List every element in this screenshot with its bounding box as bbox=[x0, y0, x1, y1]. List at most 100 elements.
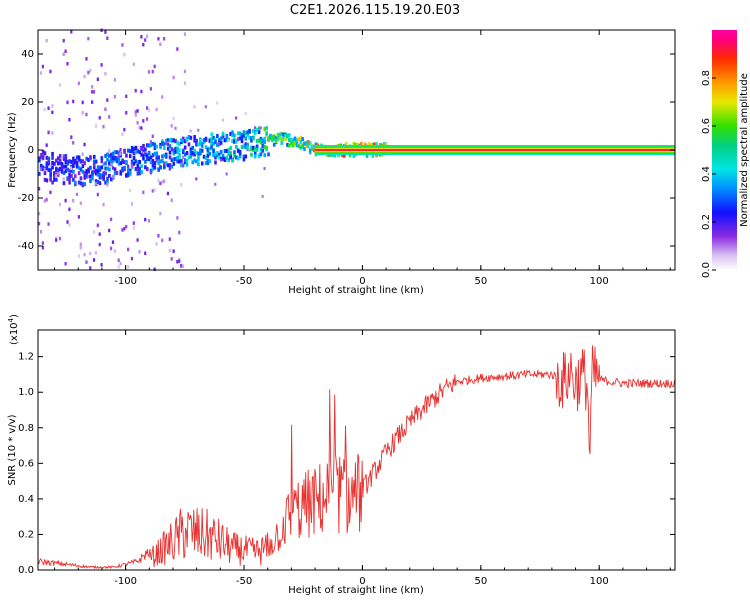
spectrogram-cell bbox=[208, 146, 212, 151]
spectrogram-cell bbox=[189, 147, 193, 152]
spectrogram-cell bbox=[119, 171, 123, 176]
spectrogram-cell bbox=[261, 148, 265, 153]
spectrogram-cell bbox=[200, 148, 204, 153]
spectrogram-noise bbox=[49, 190, 52, 195]
spectrogram-cell bbox=[307, 144, 310, 149]
spectrogram-noise bbox=[38, 221, 41, 226]
spectrogram-cell bbox=[55, 171, 58, 176]
spectrogram-cell bbox=[191, 150, 195, 155]
spectrogram-cell bbox=[157, 161, 160, 166]
spectrogram-cell bbox=[187, 135, 191, 140]
spectrogram-noise bbox=[87, 174, 90, 179]
spectrogram-cell bbox=[39, 153, 43, 158]
y-tick-label: 40 bbox=[21, 49, 34, 60]
spectrogram-cells bbox=[38, 28, 675, 272]
spectrogram-noise bbox=[109, 162, 113, 167]
spectrogram-noise bbox=[91, 85, 94, 89]
spectrogram-cell bbox=[127, 173, 130, 178]
spectrogram-cell bbox=[38, 171, 41, 176]
spectrogram-cell bbox=[301, 137, 304, 142]
spectrogram-cell bbox=[106, 152, 109, 157]
spectrogram-cell bbox=[216, 153, 219, 158]
spectrogram-cell bbox=[51, 151, 54, 156]
spectrogram-cell bbox=[282, 136, 285, 141]
spectrogram-cell bbox=[109, 156, 113, 161]
spectrogram-noise bbox=[155, 242, 158, 246]
spectrogram-cell bbox=[125, 159, 128, 164]
spectrogram-noise bbox=[157, 178, 160, 183]
spectrogram-cell bbox=[108, 167, 111, 172]
spectrogram-cell bbox=[373, 142, 376, 147]
spectrogram-noise bbox=[142, 119, 145, 123]
spectrogram-cell bbox=[153, 142, 157, 147]
spectrogram-cell bbox=[221, 156, 225, 161]
spectrogram-cell bbox=[142, 143, 145, 148]
spectrogram-cell bbox=[138, 168, 142, 173]
spectrogram-cell bbox=[104, 180, 107, 185]
spectrogram-cell bbox=[265, 131, 268, 136]
spectrogram-noise bbox=[102, 162, 105, 167]
spectrogram-noise bbox=[113, 94, 116, 99]
spectrogram-cell bbox=[145, 153, 149, 158]
spectrogram-cell bbox=[151, 163, 155, 168]
spectrogram-noise bbox=[138, 249, 141, 254]
spectrogram-cell bbox=[66, 167, 70, 172]
spectrogram-cell bbox=[259, 152, 263, 157]
spectrogram-noise bbox=[149, 170, 152, 175]
spectrogram-cell bbox=[89, 179, 92, 184]
spectrogram-noise bbox=[94, 251, 98, 255]
spectrogram-cell bbox=[280, 140, 284, 145]
spectrogram-noise bbox=[204, 105, 207, 109]
spectrogram-noise bbox=[181, 164, 185, 168]
spectrogram-cell bbox=[289, 141, 293, 146]
spectrogram-cell bbox=[291, 143, 295, 148]
spectrogram-noise bbox=[62, 52, 65, 56]
spectrogram-cell bbox=[85, 156, 88, 161]
spectrogram-noise bbox=[70, 135, 73, 139]
spectrogram-cell bbox=[68, 173, 71, 178]
spectrogram-cell bbox=[85, 169, 88, 174]
spectrogram-cell bbox=[132, 147, 136, 152]
spectrogram-cell bbox=[155, 156, 159, 161]
spectrogram-noise bbox=[195, 177, 198, 181]
spectrogram-cell bbox=[108, 153, 111, 158]
spectrogram-cell bbox=[250, 147, 253, 152]
spectrogram-cell bbox=[96, 169, 100, 174]
spectrogram-noise bbox=[121, 43, 124, 47]
spectrogram-cell bbox=[75, 155, 79, 160]
spectrogram-cell bbox=[181, 136, 185, 141]
spectrogram-noise bbox=[170, 257, 173, 261]
x-tick-label: -50 bbox=[236, 576, 252, 587]
spectrogram-cell bbox=[200, 142, 204, 147]
spectrogram-cell bbox=[193, 158, 196, 163]
spectrogram-cell bbox=[193, 138, 196, 143]
spectrogram-cell bbox=[168, 138, 172, 143]
spectrogram-noise bbox=[98, 116, 101, 120]
spectrogram-cell bbox=[214, 155, 217, 160]
spectrogram-cell bbox=[238, 136, 242, 141]
spectrogram-noise bbox=[134, 88, 137, 93]
spectrogram-cell bbox=[193, 152, 196, 157]
spectrogram-noise bbox=[89, 251, 92, 256]
spectrogram-cell bbox=[45, 163, 49, 168]
spectrogram-cell bbox=[38, 156, 41, 161]
spectrogram-cell bbox=[305, 144, 308, 149]
spectrogram-cell bbox=[92, 165, 96, 170]
spectrogram-cell bbox=[81, 183, 85, 188]
spectrogram-cell bbox=[109, 177, 113, 182]
spectrogram-cell bbox=[47, 159, 51, 164]
spectrogram-y-ticks: -40 -20 0 20 40 bbox=[18, 49, 675, 252]
spectrogram-cell bbox=[191, 160, 195, 165]
snr-x-ticks: -100 -50 0 50 100 bbox=[54, 330, 671, 587]
spectrogram-cell bbox=[62, 164, 66, 169]
spectrogram-noise bbox=[102, 124, 105, 129]
spectrogram-noise bbox=[164, 142, 168, 146]
spectrogram-cell bbox=[66, 176, 70, 181]
spectrogram-noise bbox=[119, 152, 122, 156]
spectrogram-cell bbox=[68, 180, 71, 185]
spectrogram-noise bbox=[49, 164, 52, 169]
spectrogram-cell bbox=[200, 161, 204, 166]
spectrogram-cell bbox=[113, 150, 117, 155]
spectrogram-cell bbox=[303, 141, 306, 146]
spectrogram-noise bbox=[106, 36, 109, 40]
